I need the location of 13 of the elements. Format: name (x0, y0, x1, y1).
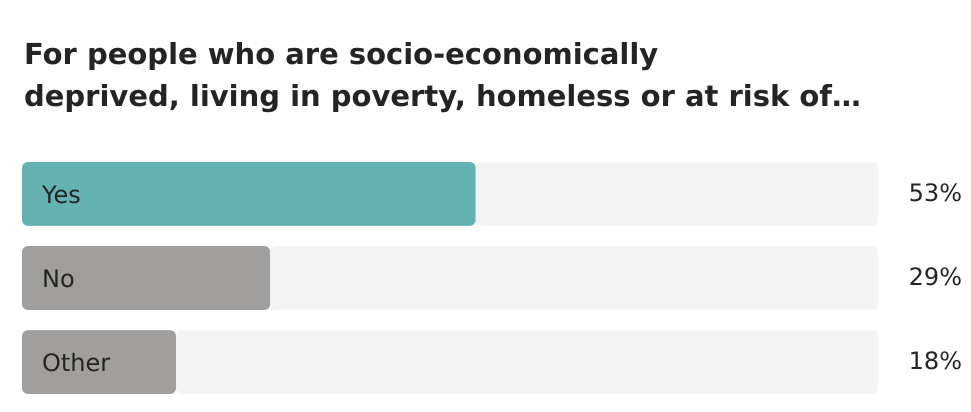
data-label: 18% (908, 347, 962, 376)
y-tick-label: Other (42, 349, 110, 378)
bar (270, 246, 878, 310)
y-tick-label: No (42, 265, 75, 293)
bar (476, 162, 878, 226)
chart-title: For people who are socio-economically deprived, living in poverty, homeless or at risk of… (24, 37, 861, 113)
bar (176, 330, 878, 394)
bar (22, 330, 176, 394)
bar (22, 162, 476, 226)
bar (22, 246, 270, 310)
data-label: 53% (908, 178, 962, 207)
data-label: 29% (908, 263, 962, 291)
y-tick-label: Yes (41, 180, 81, 209)
